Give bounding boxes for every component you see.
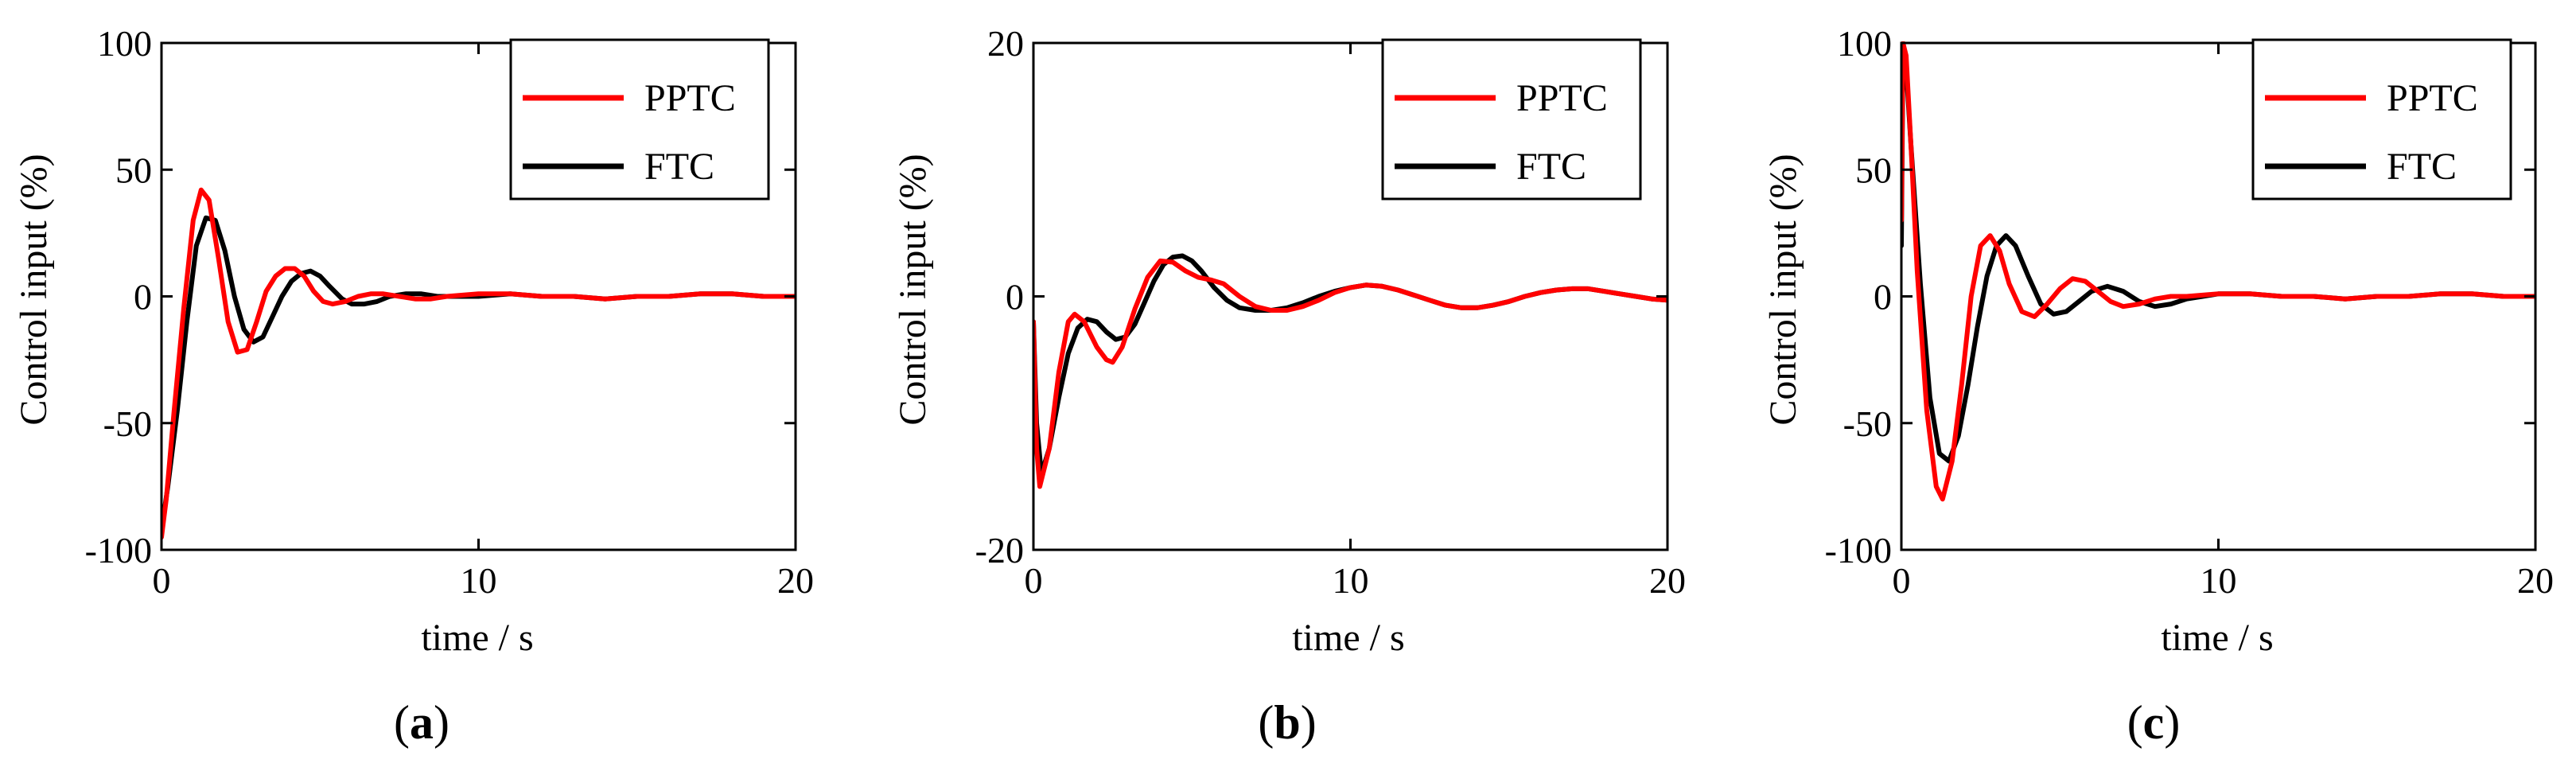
panel-a-ylabel: Control input (%) [13, 154, 55, 425]
panel-b-xtick-label: 20 [1649, 560, 1686, 601]
panel-c-ytick-label: -100 [1825, 530, 1892, 571]
panel-b-xtick-label: 10 [1333, 560, 1369, 601]
panel-b-legend: PPTC FTC [1381, 38, 1642, 201]
panel-b-legend-box [1381, 38, 1642, 201]
panel-a-legend-box [509, 38, 770, 201]
panel-c-ytick-label: 50 [1855, 150, 1892, 190]
panel-b-ytick-label: -20 [975, 530, 1024, 571]
panel-a-ytick-label: -50 [103, 403, 152, 444]
panel-c-legend-ftc-label: FTC [2387, 146, 2457, 188]
panel-a-label-letter: a [410, 696, 434, 749]
panel-c-legend-box [2251, 38, 2512, 201]
panel-b-ytick-label: 0 [1006, 277, 1024, 317]
panel-c-xtick-label: 20 [2517, 560, 2554, 601]
panel-c-label: (c) [2127, 696, 2181, 749]
panel-b-legend-ftc-label: FTC [1516, 146, 1586, 188]
panel-a-ytick-label: 0 [134, 277, 152, 317]
panel-a: Control input (%) 0 10 20 -100 -50 0 50 100 tim… [13, 23, 814, 749]
panel-c-legend-pptc-label: PPTC [2387, 77, 2478, 119]
panel-a-xtick-label: 10 [461, 560, 497, 601]
panel-c-label-letter: c [2143, 696, 2165, 749]
panel-b-xtick-label: 0 [1025, 560, 1043, 601]
panel-b-label: (b) [1258, 696, 1316, 749]
panel-a-series-pptc [161, 187, 796, 540]
panel-c-xtick-label: 10 [2200, 560, 2237, 601]
panel-c-ytick-label: 100 [1837, 23, 1892, 64]
panel-c-ylabel: Control input (%) [1762, 154, 1804, 425]
panel-b-ylabel: Control input (%) [892, 154, 934, 425]
panel-c-series-pptc [1901, 41, 2535, 502]
panel-b-legend-pptc-label: PPTC [1516, 77, 1608, 119]
panel-c-legend: PPTC FTC [2251, 38, 2512, 201]
panel-b-series-pptc [1033, 258, 1667, 489]
panel-a-label: (a) [394, 696, 449, 749]
panel-a-ytick-label: 50 [115, 150, 152, 190]
panel-b-xlabel: time / s [1292, 617, 1404, 659]
panel-a-legend: PPTC FTC [509, 38, 770, 201]
panel-a-ytick-label: 100 [97, 23, 152, 64]
panel-a-xtick-label: 20 [777, 560, 814, 601]
panel-c-ytick-label: 0 [1874, 277, 1892, 317]
panel-a-legend-pptc-label: PPTC [644, 77, 736, 119]
panel-b-label-letter: b [1274, 696, 1300, 749]
panel-b-ytick-label: 20 [987, 23, 1024, 64]
panel-a-plot: 0 10 20 -100 -50 0 50 100 [85, 23, 814, 601]
panel-c-xtick-label: 0 [1893, 560, 1911, 601]
panel-c-ytick-label: -50 [1843, 403, 1892, 444]
panel-a-ytick-label: -100 [85, 530, 152, 571]
panel-a-xtick-label: 0 [153, 560, 171, 601]
panel-a-legend-ftc-label: FTC [644, 146, 714, 188]
panel-c-plot: 0 10 20 -100 -50 0 50 100 [1825, 23, 2554, 601]
panel-c: Control input (%) 0 10 20 -100 -50 0 50 100 tim… [1762, 23, 2554, 749]
panel-a-xlabel: time / s [421, 617, 533, 659]
panel-c-xlabel: time / s [2161, 617, 2273, 659]
